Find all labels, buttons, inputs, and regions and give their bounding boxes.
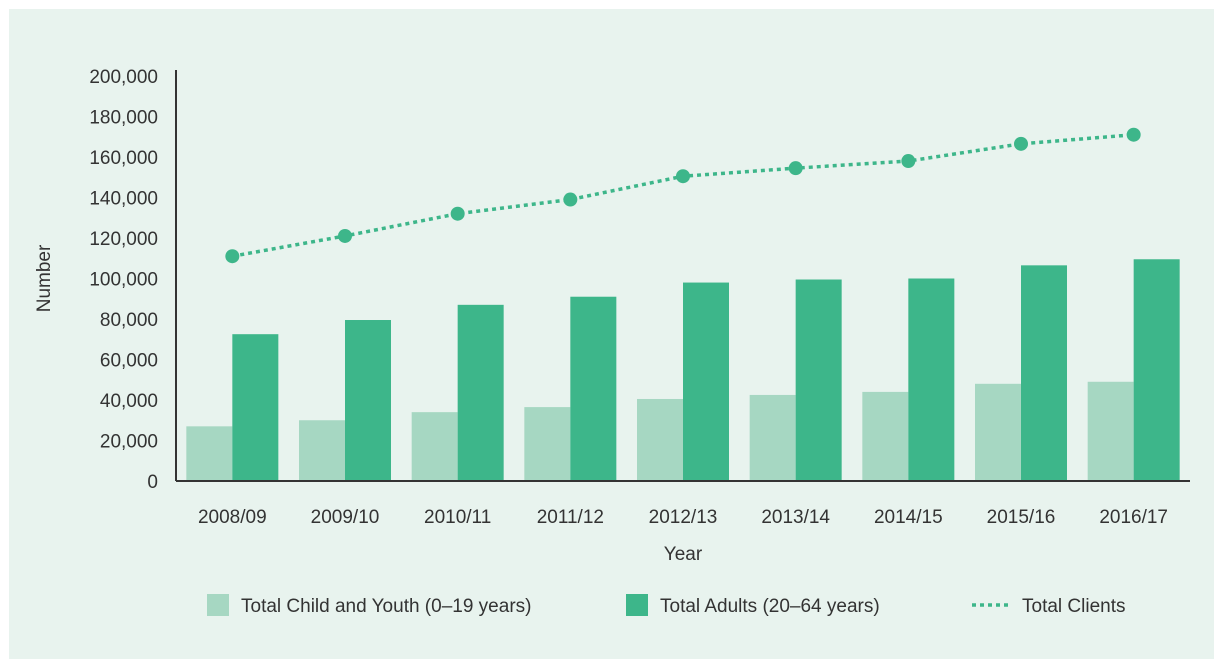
y-tick-label: 80,000 xyxy=(100,310,158,331)
total-clients-point xyxy=(450,206,465,221)
y-tick-label: 0 xyxy=(147,472,158,493)
x-tick-label: 2010/11 xyxy=(424,507,491,528)
bar-adults xyxy=(908,278,955,481)
bar-child-youth xyxy=(749,394,796,481)
y-tick-label: 200,000 xyxy=(89,67,158,88)
total-clients-line-layer xyxy=(225,127,1141,264)
total-clients-point xyxy=(563,192,578,207)
x-axis-ticks: 2008/09 2009/10 2010/11 2011/12 2012/13 2013/… xyxy=(198,507,1168,528)
x-axis-title: Year xyxy=(664,544,703,565)
total-clients-point xyxy=(225,249,240,264)
y-tick-label: 40,000 xyxy=(100,391,158,412)
x-tick-label: 2011/12 xyxy=(537,507,604,528)
legend-label-total-clients: Total Clients xyxy=(1022,596,1126,617)
y-tick-label: 60,000 xyxy=(100,351,158,372)
x-tick-label: 2012/13 xyxy=(649,507,718,528)
total-clients-point xyxy=(338,228,352,243)
bar-adults xyxy=(1021,265,1067,481)
total-clients-point xyxy=(1014,136,1028,151)
y-axis-title: Number xyxy=(34,244,55,312)
x-tick-label: 2013/14 xyxy=(761,507,830,528)
bar-adults xyxy=(1133,259,1180,481)
bar-child-youth xyxy=(524,407,571,481)
y-tick-label: 100,000 xyxy=(89,270,158,291)
x-tick-label: 2009/10 xyxy=(311,507,380,528)
legend-swatch-adults xyxy=(626,594,648,616)
bar-adults xyxy=(457,304,504,481)
bar-adults xyxy=(345,320,391,481)
y-tick-label: 120,000 xyxy=(89,229,158,250)
bar-child-youth xyxy=(1087,381,1134,481)
y-tick-label: 140,000 xyxy=(89,189,158,210)
y-axis-ticks: 0 20,000 40,000 60,000 80,000 100,000 120,000 1… xyxy=(89,67,158,493)
bar-child-youth xyxy=(299,420,345,481)
x-tick-label: 2008/09 xyxy=(198,507,267,528)
x-tick-label: 2016/17 xyxy=(1099,507,1168,528)
total-clients-point xyxy=(788,161,803,176)
bar-adults xyxy=(795,279,842,481)
bar-adults xyxy=(683,282,729,481)
y-tick-label: 160,000 xyxy=(89,148,158,169)
y-tick-label: 180,000 xyxy=(89,108,158,129)
legend-label-child-youth: Total Child and Youth (0–19 years) xyxy=(241,596,531,617)
total-clients-point xyxy=(1126,127,1141,142)
x-tick-label: 2015/16 xyxy=(987,507,1056,528)
bar-child-youth xyxy=(411,412,458,481)
total-clients-point xyxy=(901,154,916,169)
bars xyxy=(186,259,1180,481)
y-tick-label: 20,000 xyxy=(100,432,158,453)
x-tick-label: 2014/15 xyxy=(874,507,943,528)
bar-child-youth xyxy=(186,426,233,481)
bar-child-youth xyxy=(637,398,683,481)
total-clients-point xyxy=(676,169,690,184)
legend-swatch-child-youth xyxy=(207,594,229,616)
bar-child-youth xyxy=(975,383,1021,481)
legend: Total Child and Youth (0–19 years) Total… xyxy=(207,594,1126,617)
total-clients-line xyxy=(232,132,1134,258)
bar-child-youth xyxy=(862,391,909,481)
bar-adults xyxy=(232,334,279,481)
legend-label-adults: Total Adults (20–64 years) xyxy=(660,596,880,617)
bar-adults xyxy=(570,296,617,481)
